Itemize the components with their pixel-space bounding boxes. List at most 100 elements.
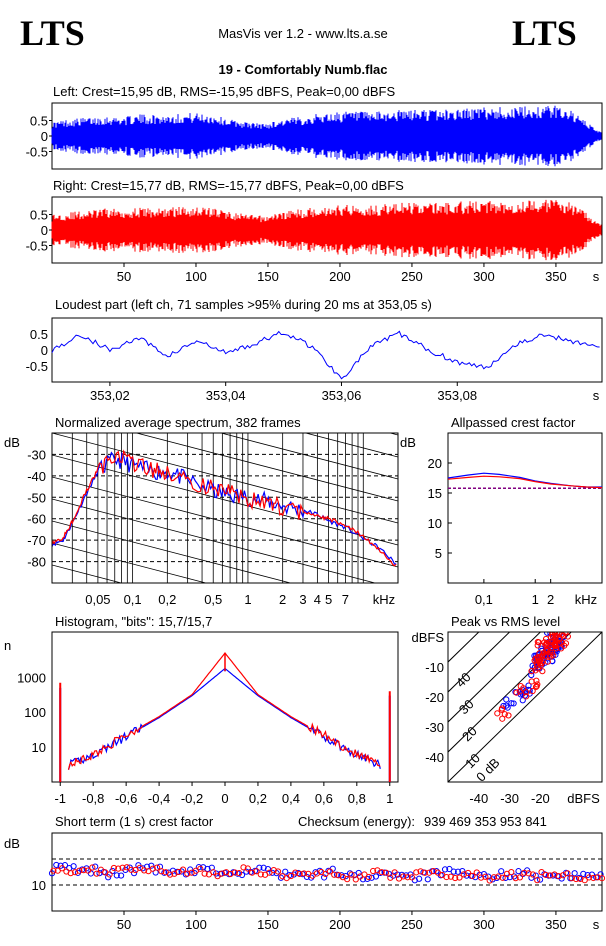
right-waveform-xtick: 250 bbox=[401, 269, 423, 284]
short-crest-point bbox=[106, 871, 113, 878]
short-crest-point bbox=[264, 865, 272, 873]
allpassed-ylabel: dB bbox=[400, 435, 416, 450]
short-crest-point bbox=[575, 874, 583, 882]
short-crest-point bbox=[452, 874, 459, 882]
short-crest-point bbox=[516, 874, 524, 881]
peak-rms-frame bbox=[447, 631, 603, 783]
peak-rms-diagonal bbox=[448, 632, 542, 723]
allpassed-xtick: 1 bbox=[532, 592, 539, 607]
short-crest-point bbox=[92, 863, 99, 870]
peak-rms-point bbox=[528, 671, 535, 679]
right-waveform-xtick: 100 bbox=[185, 269, 207, 284]
short-crest-point bbox=[598, 875, 606, 882]
short-crest-point bbox=[169, 867, 177, 874]
short-crest-point bbox=[141, 867, 148, 874]
short-crest-xtick: 300 bbox=[473, 917, 495, 932]
short-crest-point bbox=[416, 875, 423, 882]
app-title: MasVis ver 1.2 - www.lts.a.se bbox=[218, 26, 388, 41]
short-crest-point bbox=[511, 873, 518, 880]
spectrum-ytick: -60 bbox=[27, 512, 46, 527]
left-waveform-title: Left: Crest=15,95 dB, RMS=-15,95 dBFS, P… bbox=[53, 84, 395, 99]
short-crest-point bbox=[365, 873, 372, 881]
histogram-xtick: 0,6 bbox=[315, 791, 333, 806]
short-crest-point bbox=[300, 870, 308, 877]
short-crest-point bbox=[387, 874, 394, 881]
short-crest-point bbox=[368, 874, 375, 881]
short-crest-point bbox=[110, 864, 118, 872]
short-crest-point bbox=[447, 873, 454, 880]
spectrum-diagonal bbox=[52, 476, 398, 568]
short-crest-point bbox=[187, 866, 194, 873]
short-crest-point bbox=[348, 871, 355, 878]
spectrum-xtick: 2 bbox=[279, 592, 286, 607]
short-crest-point bbox=[58, 865, 66, 872]
spectrum-xtick: 5 bbox=[325, 592, 332, 607]
short-crest-point bbox=[344, 876, 351, 883]
spectrum-ylabel: dB bbox=[4, 435, 20, 450]
peak-rms-point bbox=[542, 647, 550, 654]
short-crest-point bbox=[404, 874, 411, 881]
histogram-ytick: 1000 bbox=[17, 670, 46, 685]
right-waveform-ytick: 0.5 bbox=[30, 208, 48, 223]
short-crest-point bbox=[464, 869, 472, 877]
spectrum-diagonal bbox=[52, 675, 398, 765]
short-crest-point bbox=[372, 873, 380, 880]
short-crest-point bbox=[400, 873, 407, 880]
histogram-xtick: 1 bbox=[386, 791, 393, 806]
short-crest-title: Short term (1 s) crest factor bbox=[55, 814, 214, 829]
spectrum-frame bbox=[51, 432, 399, 584]
short-crest-point bbox=[231, 869, 238, 876]
short-crest-point bbox=[534, 877, 541, 884]
histogram-series-1 bbox=[67, 652, 381, 770]
short-crest-point bbox=[502, 874, 509, 882]
short-crest-point bbox=[499, 874, 506, 881]
short-crest-point bbox=[572, 875, 580, 883]
peak-rms-diagonal bbox=[448, 632, 602, 782]
histogram-xtick: 0,4 bbox=[282, 791, 300, 806]
spectrum-xtick: 3 bbox=[299, 592, 306, 607]
histogram-ytick: 100 bbox=[24, 705, 46, 720]
spectrum-ytick: -50 bbox=[27, 490, 46, 505]
loudest-part-frame bbox=[51, 317, 603, 383]
spectrum-diagonal bbox=[52, 542, 208, 583]
peak-rms-plot bbox=[448, 632, 602, 782]
short-crest-point bbox=[585, 874, 593, 881]
short-crest-point bbox=[495, 873, 502, 880]
spectrum-title: Normalized average spectrum, 382 frames bbox=[55, 415, 301, 430]
short-crest-point bbox=[378, 869, 385, 876]
short-crest-point bbox=[521, 869, 528, 876]
short-crest-point bbox=[154, 864, 161, 871]
histogram-ytick: 10 bbox=[32, 740, 46, 755]
peak-rms-ytick: -30 bbox=[425, 720, 444, 735]
peak-rms-point bbox=[550, 652, 557, 659]
short-crest-point bbox=[515, 868, 522, 875]
short-crest-point bbox=[536, 876, 544, 883]
spectrum-xtick: 0,2 bbox=[158, 592, 176, 607]
peak-rms-point bbox=[564, 633, 571, 640]
short-crest-xtick: 350 bbox=[545, 917, 567, 932]
spectrum-diagonal bbox=[52, 631, 398, 721]
short-crest-point bbox=[433, 868, 440, 875]
spectrum-series-1 bbox=[52, 449, 397, 567]
spectrum-diagonal bbox=[134, 433, 398, 502]
logo-left: LTS bbox=[20, 13, 85, 53]
short-crest-point bbox=[295, 869, 302, 877]
short-crest-point bbox=[594, 874, 601, 881]
track-title: 19 - Comfortably Numb.flac bbox=[218, 62, 387, 77]
peak-rms-diag-label: 30 bbox=[456, 696, 477, 717]
short-crest-point bbox=[93, 870, 100, 877]
histogram-ylabel: n bbox=[4, 638, 11, 653]
short-crest-point bbox=[214, 873, 221, 880]
right-waveform-ytick: -0.5 bbox=[26, 239, 48, 254]
peak-rms-point bbox=[544, 658, 551, 665]
peak-rms-point bbox=[517, 683, 524, 690]
peak-rms-ytick: dBFS bbox=[411, 630, 444, 645]
short-crest-ylabel: dB bbox=[4, 836, 20, 851]
allpassed-ytick: 20 bbox=[428, 456, 442, 471]
loudest-part-title: Loudest part (left ch, 71 samples >95% d… bbox=[55, 297, 432, 312]
histogram-series-0 bbox=[67, 667, 381, 770]
spectrum-ytick: -80 bbox=[27, 555, 46, 570]
peak-rms-xtick: -30 bbox=[500, 791, 519, 806]
short-crest-point bbox=[201, 870, 208, 877]
histogram-title: Histogram, "bits": 15,7/15,7 bbox=[55, 614, 212, 629]
